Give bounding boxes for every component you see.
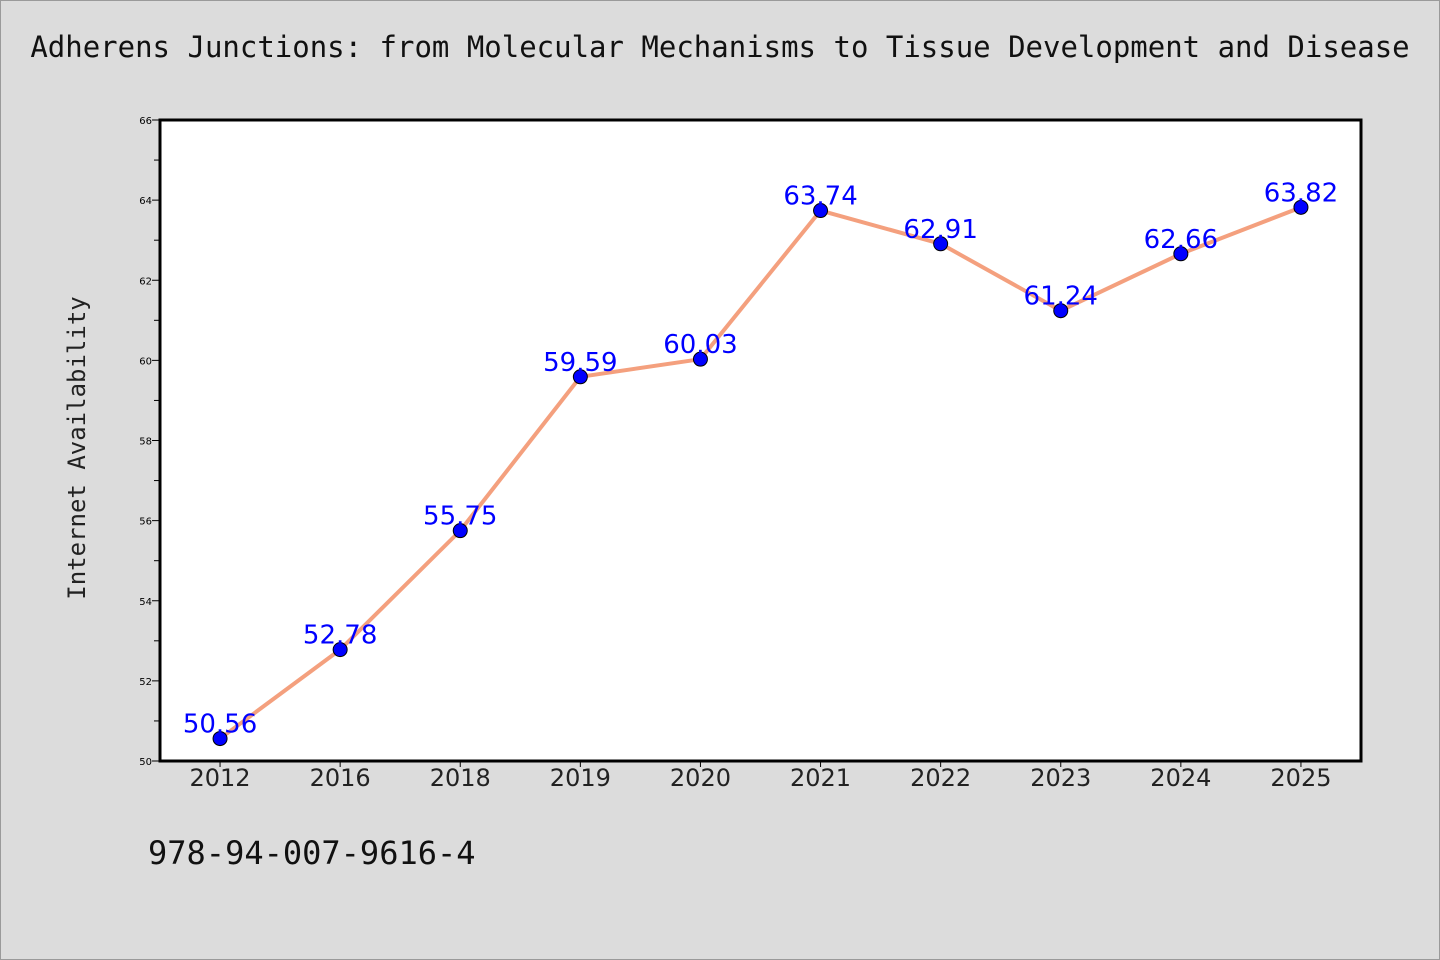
x-tick-label: 2024 — [1150, 764, 1211, 792]
data-label: 63.82 — [1264, 178, 1338, 208]
isbn-text: 978-94-007-9616-4 — [148, 834, 476, 872]
x-tick-label: 2012 — [190, 764, 251, 792]
x-tick-label: 2019 — [550, 764, 611, 792]
data-point — [572, 369, 588, 385]
data-label: 62.66 — [1144, 225, 1218, 255]
x-tick-label: 2023 — [1030, 764, 1091, 792]
data-points — [212, 199, 1309, 747]
y-tick-label: 60 — [139, 356, 152, 367]
data-label: 52.78 — [303, 621, 377, 651]
y-tick-label: 50 — [139, 757, 152, 768]
data-point — [692, 351, 708, 367]
x-tick-label: 2021 — [790, 764, 851, 792]
x-tick-label: 2022 — [910, 764, 971, 792]
data-point — [332, 642, 348, 658]
data-point — [1173, 246, 1189, 262]
data-labels: 50.56 52.78 55.75 59.59 60.03 63.74 62.91 61.24… — [183, 178, 1338, 739]
data-label: 63.74 — [783, 182, 857, 212]
data-point — [1053, 303, 1069, 319]
x-tick-label: 2018 — [430, 764, 491, 792]
data-point — [813, 203, 829, 219]
x-tick-label: 2016 — [310, 764, 371, 792]
y-tick-label: 52 — [139, 677, 152, 688]
y-axis: 50 52 54 56 58 60 62 64 66 — [139, 116, 160, 768]
y-tick-label: 58 — [139, 437, 152, 448]
plot-area — [158, 118, 1363, 763]
data-label: 62.91 — [903, 215, 977, 245]
y-tick-label: 64 — [139, 196, 152, 207]
data-point — [452, 523, 468, 539]
y-tick-label: 54 — [139, 597, 152, 608]
x-tick-label: 2020 — [670, 764, 731, 792]
data-label: 50.56 — [183, 710, 257, 740]
chart-title: Adherens Junctions: from Molecular Mecha… — [30, 30, 1410, 64]
x-tick-label: 2025 — [1270, 764, 1331, 792]
series-line — [218, 205, 1303, 741]
series-line-group — [218, 205, 1303, 741]
y-tick-label: 66 — [139, 116, 152, 127]
data-point — [933, 236, 949, 252]
y-tick-label: 62 — [139, 276, 152, 287]
data-label: 59.59 — [543, 348, 617, 378]
data-point — [212, 731, 228, 747]
data-point — [1293, 199, 1309, 215]
data-label: 55.75 — [423, 502, 497, 532]
x-axis: 2012 2016 2018 2019 2020 2021 2022 2023 2024 2025 — [190, 761, 1331, 792]
y-tick-label: 56 — [139, 517, 152, 528]
data-label: 61.24 — [1024, 282, 1098, 312]
data-label: 60.03 — [663, 330, 737, 360]
